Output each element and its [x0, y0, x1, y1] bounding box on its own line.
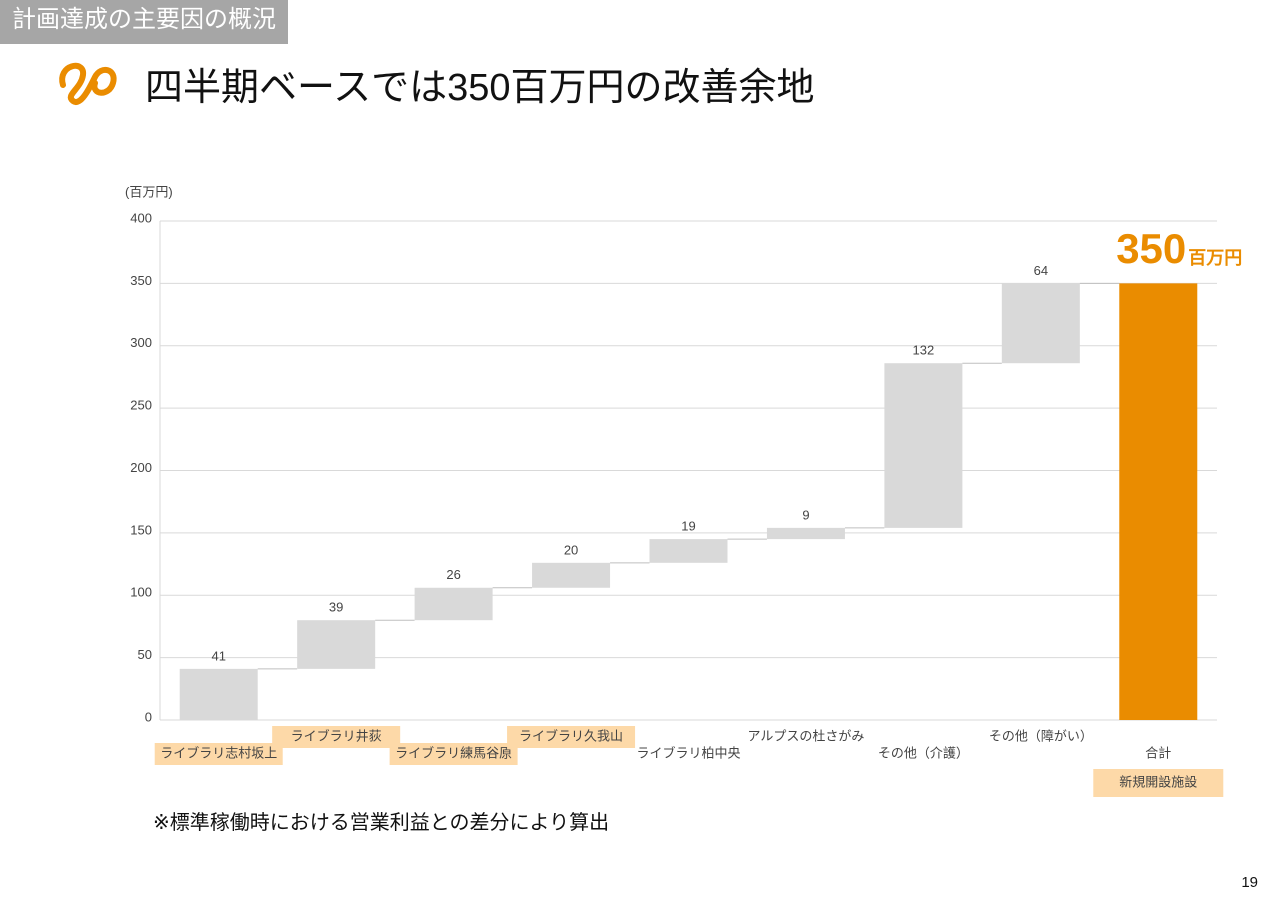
value-label: 20	[564, 542, 578, 557]
value-label: 64	[1034, 263, 1048, 278]
value-label: 41	[211, 648, 225, 663]
value-label: 39	[329, 600, 343, 615]
total-bar	[1119, 283, 1198, 720]
chart: (百万円) 0 50 100 150 200 250 300 350 400 41 39 26 20 19 9…	[125, 184, 1242, 797]
value-label: 9	[802, 507, 809, 522]
x-tick-label: ライブラリ久我山	[519, 728, 623, 743]
y-tick-label: 250	[130, 398, 152, 413]
bar-segment	[532, 562, 611, 588]
y-tick-label: 150	[130, 522, 152, 537]
y-tick-label: 400	[130, 210, 152, 225]
y-tick-label: 100	[130, 585, 152, 600]
bar-segment	[414, 587, 493, 621]
y-tick-label: 200	[130, 460, 152, 475]
bar-segment	[297, 620, 376, 669]
logo	[59, 63, 117, 106]
x-tick-label: その他（介護）	[878, 745, 969, 760]
x-tick-label: ライブラリ練馬谷原	[395, 745, 512, 760]
x-tick-label: ライブラリ志村坂上	[160, 745, 277, 760]
value-label: 26	[446, 567, 460, 582]
bar-segment	[766, 527, 845, 540]
category-highlight	[154, 743, 283, 765]
x-tick-label: ライブラリ柏中央	[636, 745, 740, 760]
bar-segment	[1001, 283, 1080, 364]
axis-unit: (百万円)	[125, 184, 173, 199]
slide-title: 四半期ベースでは350百万円の改善余地	[145, 67, 815, 109]
total-label: 350	[1116, 225, 1186, 272]
x-tick-label: 合計	[1145, 745, 1171, 760]
y-tick-label: 300	[130, 335, 152, 350]
value-label: 132	[913, 343, 935, 358]
total-unit: 百万円	[1188, 248, 1242, 268]
section-label: 計画達成の主要因の概況	[0, 0, 288, 44]
x-tick-label: ライブラリ井荻	[291, 728, 382, 743]
y-tick-label: 0	[145, 709, 152, 724]
category-highlight	[507, 726, 636, 748]
legend-swatch	[1093, 769, 1224, 797]
bar-segment	[649, 539, 728, 563]
bar-segment	[179, 668, 258, 720]
y-tick-label: 350	[130, 273, 152, 288]
legend-label: 新規開設施設	[1119, 774, 1197, 789]
category-highlight	[389, 743, 518, 765]
category-highlight	[272, 726, 401, 748]
x-tick-label: その他（障がい）	[989, 728, 1093, 743]
page-number: 19	[1241, 874, 1258, 891]
bar-segment	[884, 363, 963, 528]
value-label: 19	[681, 519, 695, 534]
footnote: ※標準稼働時における営業利益との差分により算出	[153, 812, 610, 834]
y-tick-label: 50	[138, 647, 152, 662]
x-tick-label: アルプスの杜さがみ	[748, 728, 865, 743]
